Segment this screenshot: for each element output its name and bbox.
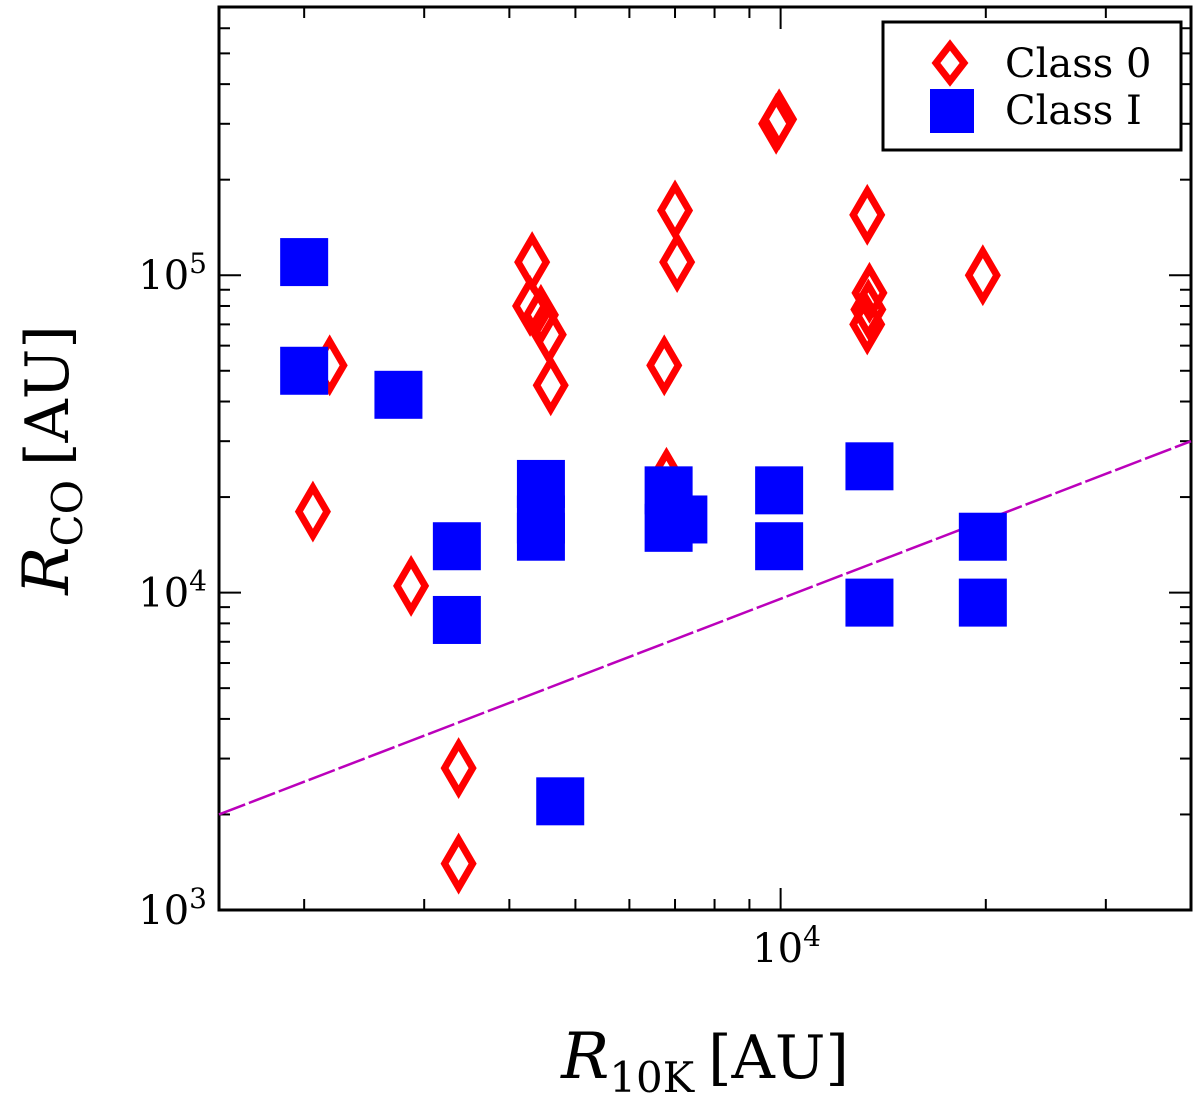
legend: Class 0 Class I <box>881 20 1183 152</box>
plot-area <box>217 5 1193 912</box>
class0-point <box>532 354 569 417</box>
class0-point <box>294 480 331 543</box>
class0-point <box>851 261 888 324</box>
class1-point <box>280 238 329 287</box>
class1-point <box>659 495 708 544</box>
class0-point <box>850 278 887 341</box>
class1-point <box>536 777 585 826</box>
tick-labels: 103 104 105 104 <box>138 247 821 972</box>
y-tick-label: 104 <box>138 565 207 617</box>
class1-point <box>958 578 1007 627</box>
class0-point <box>440 832 477 895</box>
points-layer <box>280 88 1007 895</box>
class0-point <box>849 293 886 356</box>
y-tick-label: 103 <box>138 882 207 934</box>
class0-point <box>646 334 683 397</box>
y-tick-label: 105 <box>138 247 207 299</box>
class1-point <box>755 522 804 571</box>
class0-point <box>964 244 1001 307</box>
class0-point <box>659 231 696 294</box>
y-axis-title: RCO[AU] <box>10 325 92 595</box>
class1-point <box>516 512 565 561</box>
class0-point <box>849 183 886 246</box>
class0-point <box>761 88 798 151</box>
class1-point <box>755 466 804 515</box>
legend-marker-class1 <box>930 89 974 133</box>
reference-line-layer <box>218 440 1192 816</box>
legend-label-class1: Class I <box>1005 88 1142 134</box>
class0-point <box>440 737 477 800</box>
class1-point <box>845 442 894 491</box>
x-tick-label: 104 <box>752 920 821 972</box>
class1-point <box>432 522 481 571</box>
class1-point <box>845 578 894 627</box>
reference-line <box>218 440 1192 816</box>
class1-point <box>432 595 481 644</box>
class0-point <box>656 179 694 242</box>
class1-point <box>374 370 423 419</box>
class1-point <box>280 346 329 395</box>
legend-box <box>881 20 1183 152</box>
class0-point <box>393 554 430 617</box>
class0-point <box>522 283 559 346</box>
class1-point <box>958 512 1007 561</box>
x-axis-title: R10K [AU] <box>560 1020 849 1095</box>
legend-marker-class0 <box>931 39 969 87</box>
axis-ticks <box>219 6 1192 911</box>
legend-label-class0: Class 0 <box>1005 41 1151 87</box>
